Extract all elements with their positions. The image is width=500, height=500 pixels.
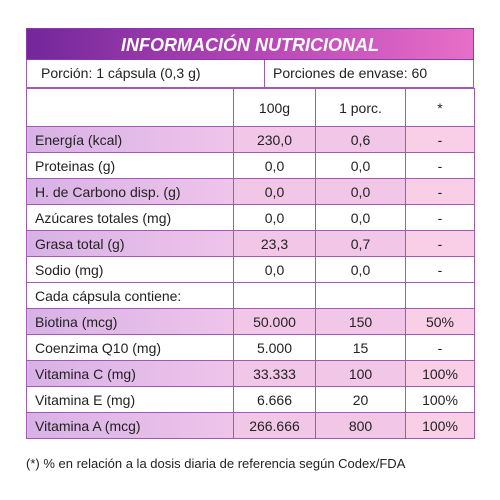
table-row: Sodio (mg) 0,0 0,0- [26, 256, 475, 283]
cell-value: 0,0 [233, 256, 316, 283]
blank-cell [26, 88, 234, 127]
table-row: Cada cápsula contiene: [26, 282, 475, 309]
serving-row: Porción: 1 cápsula (0,3 g) Porciones de … [26, 60, 474, 88]
cell-value: 100% [405, 360, 475, 387]
row-label: Sodio (mg) [26, 256, 234, 283]
cell-value: - [405, 230, 475, 257]
cell-value: 0,7 [315, 230, 406, 257]
cell-value: 800 [315, 412, 406, 439]
column-header: 1 porc. [315, 88, 406, 127]
cell-value: 0,0 [233, 204, 316, 231]
cell-value: - [405, 334, 475, 361]
column-header-row: 100g 1 porc. * [26, 88, 475, 127]
table-row: Vitamina A (mcg) 266.666 800 100% [26, 412, 475, 439]
footnote: (*) % en relación a la dosis diaria de r… [26, 456, 406, 471]
cell-value: 15 [315, 334, 406, 361]
column-header: * [405, 88, 475, 127]
cell-value: - [405, 178, 475, 205]
cell-value [315, 282, 406, 309]
cell-value: 6.666 [233, 386, 316, 413]
cell-value: 266.666 [233, 412, 316, 439]
cell-value: 230,0 [233, 126, 316, 153]
cell-value: 0,0 [315, 256, 406, 283]
table-row: H. de Carbono disp. (g) 0,0 0,0- [26, 178, 475, 205]
row-label: Energía (kcal) [26, 126, 234, 153]
portion: Porción: 1 cápsula (0,3 g) [27, 60, 265, 87]
table-row: Energía (kcal) 230,0 0,6- [26, 126, 475, 153]
nutrition-table: 100g 1 porc. * Energía (kcal) 230,0 0,6- Prote… [26, 88, 475, 439]
table-row: Vitamina E (mg) 6.666 20 100% [26, 386, 475, 413]
cell-value: - [405, 256, 475, 283]
cell-value: 0,0 [233, 152, 316, 179]
cell-value [233, 282, 316, 309]
nutrition-panel: INFORMACIÓN NUTRICIONAL Porción: 1 cápsu… [26, 28, 475, 439]
row-label: Vitamina E (mg) [26, 386, 234, 413]
cell-value: - [405, 126, 475, 153]
table-row: Coenzima Q10 (mg) 5.000 15- [26, 334, 475, 361]
table-body: 100g 1 porc. * Energía (kcal) 230,0 0,6- Prote… [26, 88, 475, 439]
cell-value: 0,6 [315, 126, 406, 153]
cell-value: 20 [315, 386, 406, 413]
row-label: Coenzima Q10 (mg) [26, 334, 234, 361]
row-label: Cada cápsula contiene: [26, 282, 234, 309]
cell-value: 5.000 [233, 334, 316, 361]
servings: Porciones de envase: 60 [273, 65, 428, 81]
cell-value: 100% [405, 412, 475, 439]
table-row: Proteinas (g) 0,0 0,0- [26, 152, 475, 179]
row-label: Azúcares totales (mg) [26, 204, 234, 231]
row-label: Proteinas (g) [26, 152, 234, 179]
cell-value [405, 282, 475, 309]
cell-value: 0,0 [233, 178, 316, 205]
cell-value: 33.333 [233, 360, 316, 387]
table-row: Azúcares totales (mg) 0,0 0,0- [26, 204, 475, 231]
cell-value: 50% [405, 308, 475, 335]
row-label: Grasa total (g) [26, 230, 234, 257]
row-label: Vitamina C (mg) [26, 360, 234, 387]
table-row: Biotina (mcg) 50.000 150 50% [26, 308, 475, 335]
cell-value: 150 [315, 308, 406, 335]
cell-value: 23,3 [233, 230, 316, 257]
table-row: Vitamina C (mg) 33.333 100 100% [26, 360, 475, 387]
table-row: Grasa total (g) 23,3 0,7- [26, 230, 475, 257]
row-label: H. de Carbono disp. (g) [26, 178, 234, 205]
cell-value: 0,0 [315, 152, 406, 179]
column-header: 100g [233, 88, 316, 127]
cell-value: - [405, 152, 475, 179]
cell-value: 100 [315, 360, 406, 387]
row-label: Vitamina A (mcg) [26, 412, 234, 439]
title: INFORMACIÓN NUTRICIONAL [26, 28, 474, 60]
cell-value: 50.000 [233, 308, 316, 335]
cell-value: 100% [405, 386, 475, 413]
cell-value: 0,0 [315, 178, 406, 205]
row-label: Biotina (mcg) [26, 308, 234, 335]
cell-value: - [405, 204, 475, 231]
cell-value: 0,0 [315, 204, 406, 231]
